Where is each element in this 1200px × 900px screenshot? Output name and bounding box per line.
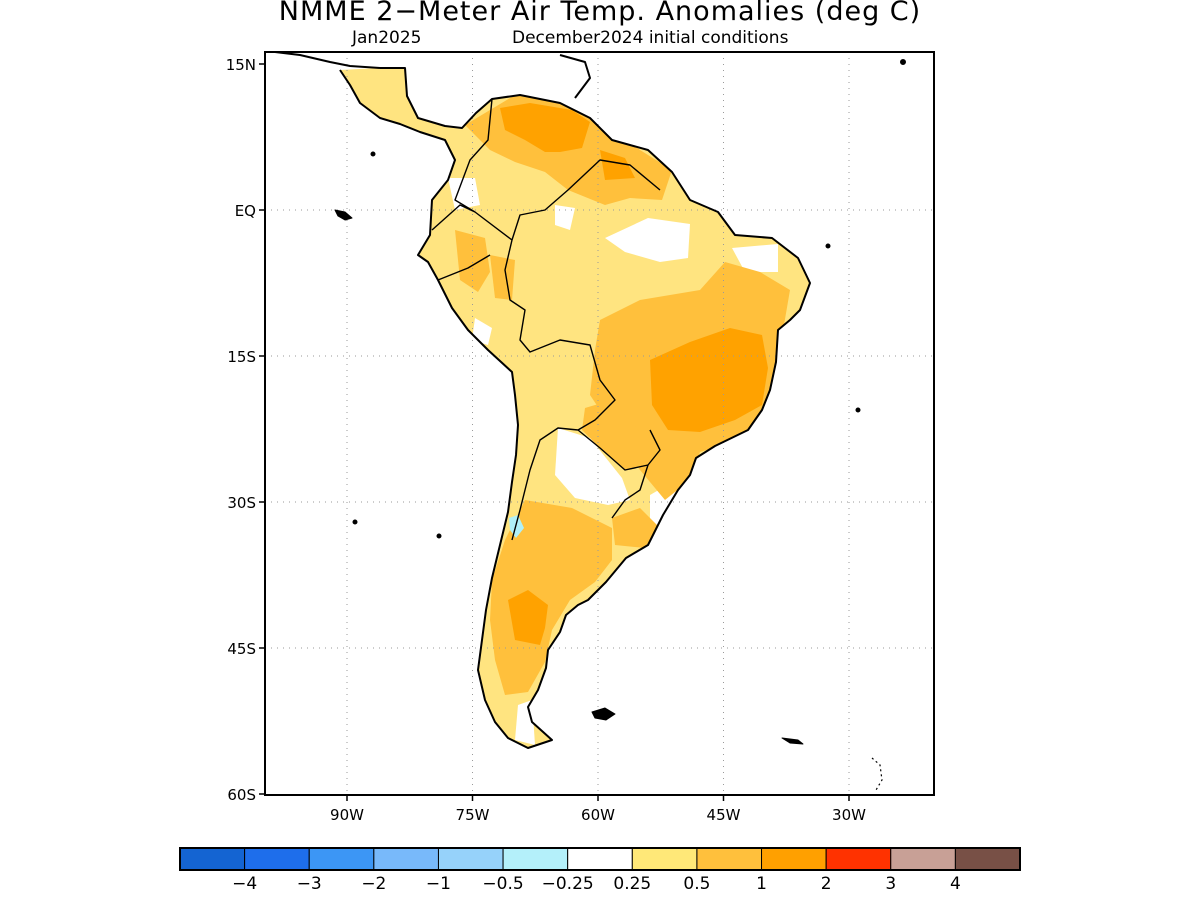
colorbar-swatch <box>825 847 892 871</box>
colorbar-swatch <box>890 847 956 871</box>
colorbar-label: −0.25 <box>542 874 594 894</box>
colorbar-swatch <box>437 847 504 871</box>
colorbar-label: −1 <box>426 874 451 894</box>
central-america-coastline <box>274 52 381 69</box>
lon-tick-label: 45W <box>707 806 741 824</box>
colorbar-swatch <box>373 847 439 871</box>
latitude-axis: 15N EQ 15S 30S 45S 60S <box>226 56 265 804</box>
colorbar-label: 3 <box>885 874 896 894</box>
colorbar-swatch <box>502 847 569 871</box>
color-bar: −4 −3 −2 −1 −0.5 −0.25 0.25 0.5 1 2 3 4 <box>179 847 1021 894</box>
lon-tick-label: 30W <box>832 806 866 824</box>
colorbar-swatch <box>761 847 827 871</box>
anomaly-shading <box>340 68 810 748</box>
colorbar-label: 0.5 <box>683 874 710 894</box>
colorbar-label: 0.25 <box>613 874 651 894</box>
colorbar-label: 2 <box>821 874 832 894</box>
colorbar-swatch <box>567 847 633 871</box>
colorbar-swatch <box>696 847 763 871</box>
lat-tick-label: 30S <box>227 494 256 512</box>
caribbean-coast <box>559 54 591 99</box>
colorbar-label: −0.5 <box>482 874 523 894</box>
colorbar-label: −4 <box>232 874 257 894</box>
lat-tick-label: 60S <box>227 786 256 804</box>
colorbar-swatch <box>308 847 375 871</box>
lat-tick-label: 15S <box>227 348 256 366</box>
map-frame <box>264 51 935 796</box>
country-borders <box>431 98 661 541</box>
colorbar-swatch <box>954 847 1021 871</box>
lat-tick-label: EQ <box>235 202 256 220</box>
lon-tick-label: 60W <box>581 806 615 824</box>
longitude-axis: 90W 75W 60W 45W 30W <box>330 795 866 824</box>
initial-conditions-label: December2024 initial conditions <box>512 28 789 48</box>
colorbar-swatch <box>244 847 310 871</box>
colorbar-label: 4 <box>950 874 961 894</box>
colorbar-label: −3 <box>297 874 322 894</box>
colorbar-label: 1 <box>756 874 767 894</box>
lon-tick-label: 90W <box>330 806 364 824</box>
south-america-coastline <box>339 67 811 749</box>
colorbar-swatch <box>179 847 246 871</box>
lat-tick-label: 15N <box>226 56 256 74</box>
map-title: NMME 2−Meter Air Temp. Anomalies (deg C) <box>278 0 922 27</box>
coastlines <box>274 52 906 791</box>
colorbar-frame <box>179 847 1021 871</box>
forecast-month: Jan2025 <box>352 28 422 48</box>
lon-tick-label: 75W <box>456 806 490 824</box>
colorbar-swatch <box>631 847 698 871</box>
colorbar-label: −2 <box>361 874 386 894</box>
lat-tick-label: 45S <box>227 640 256 658</box>
